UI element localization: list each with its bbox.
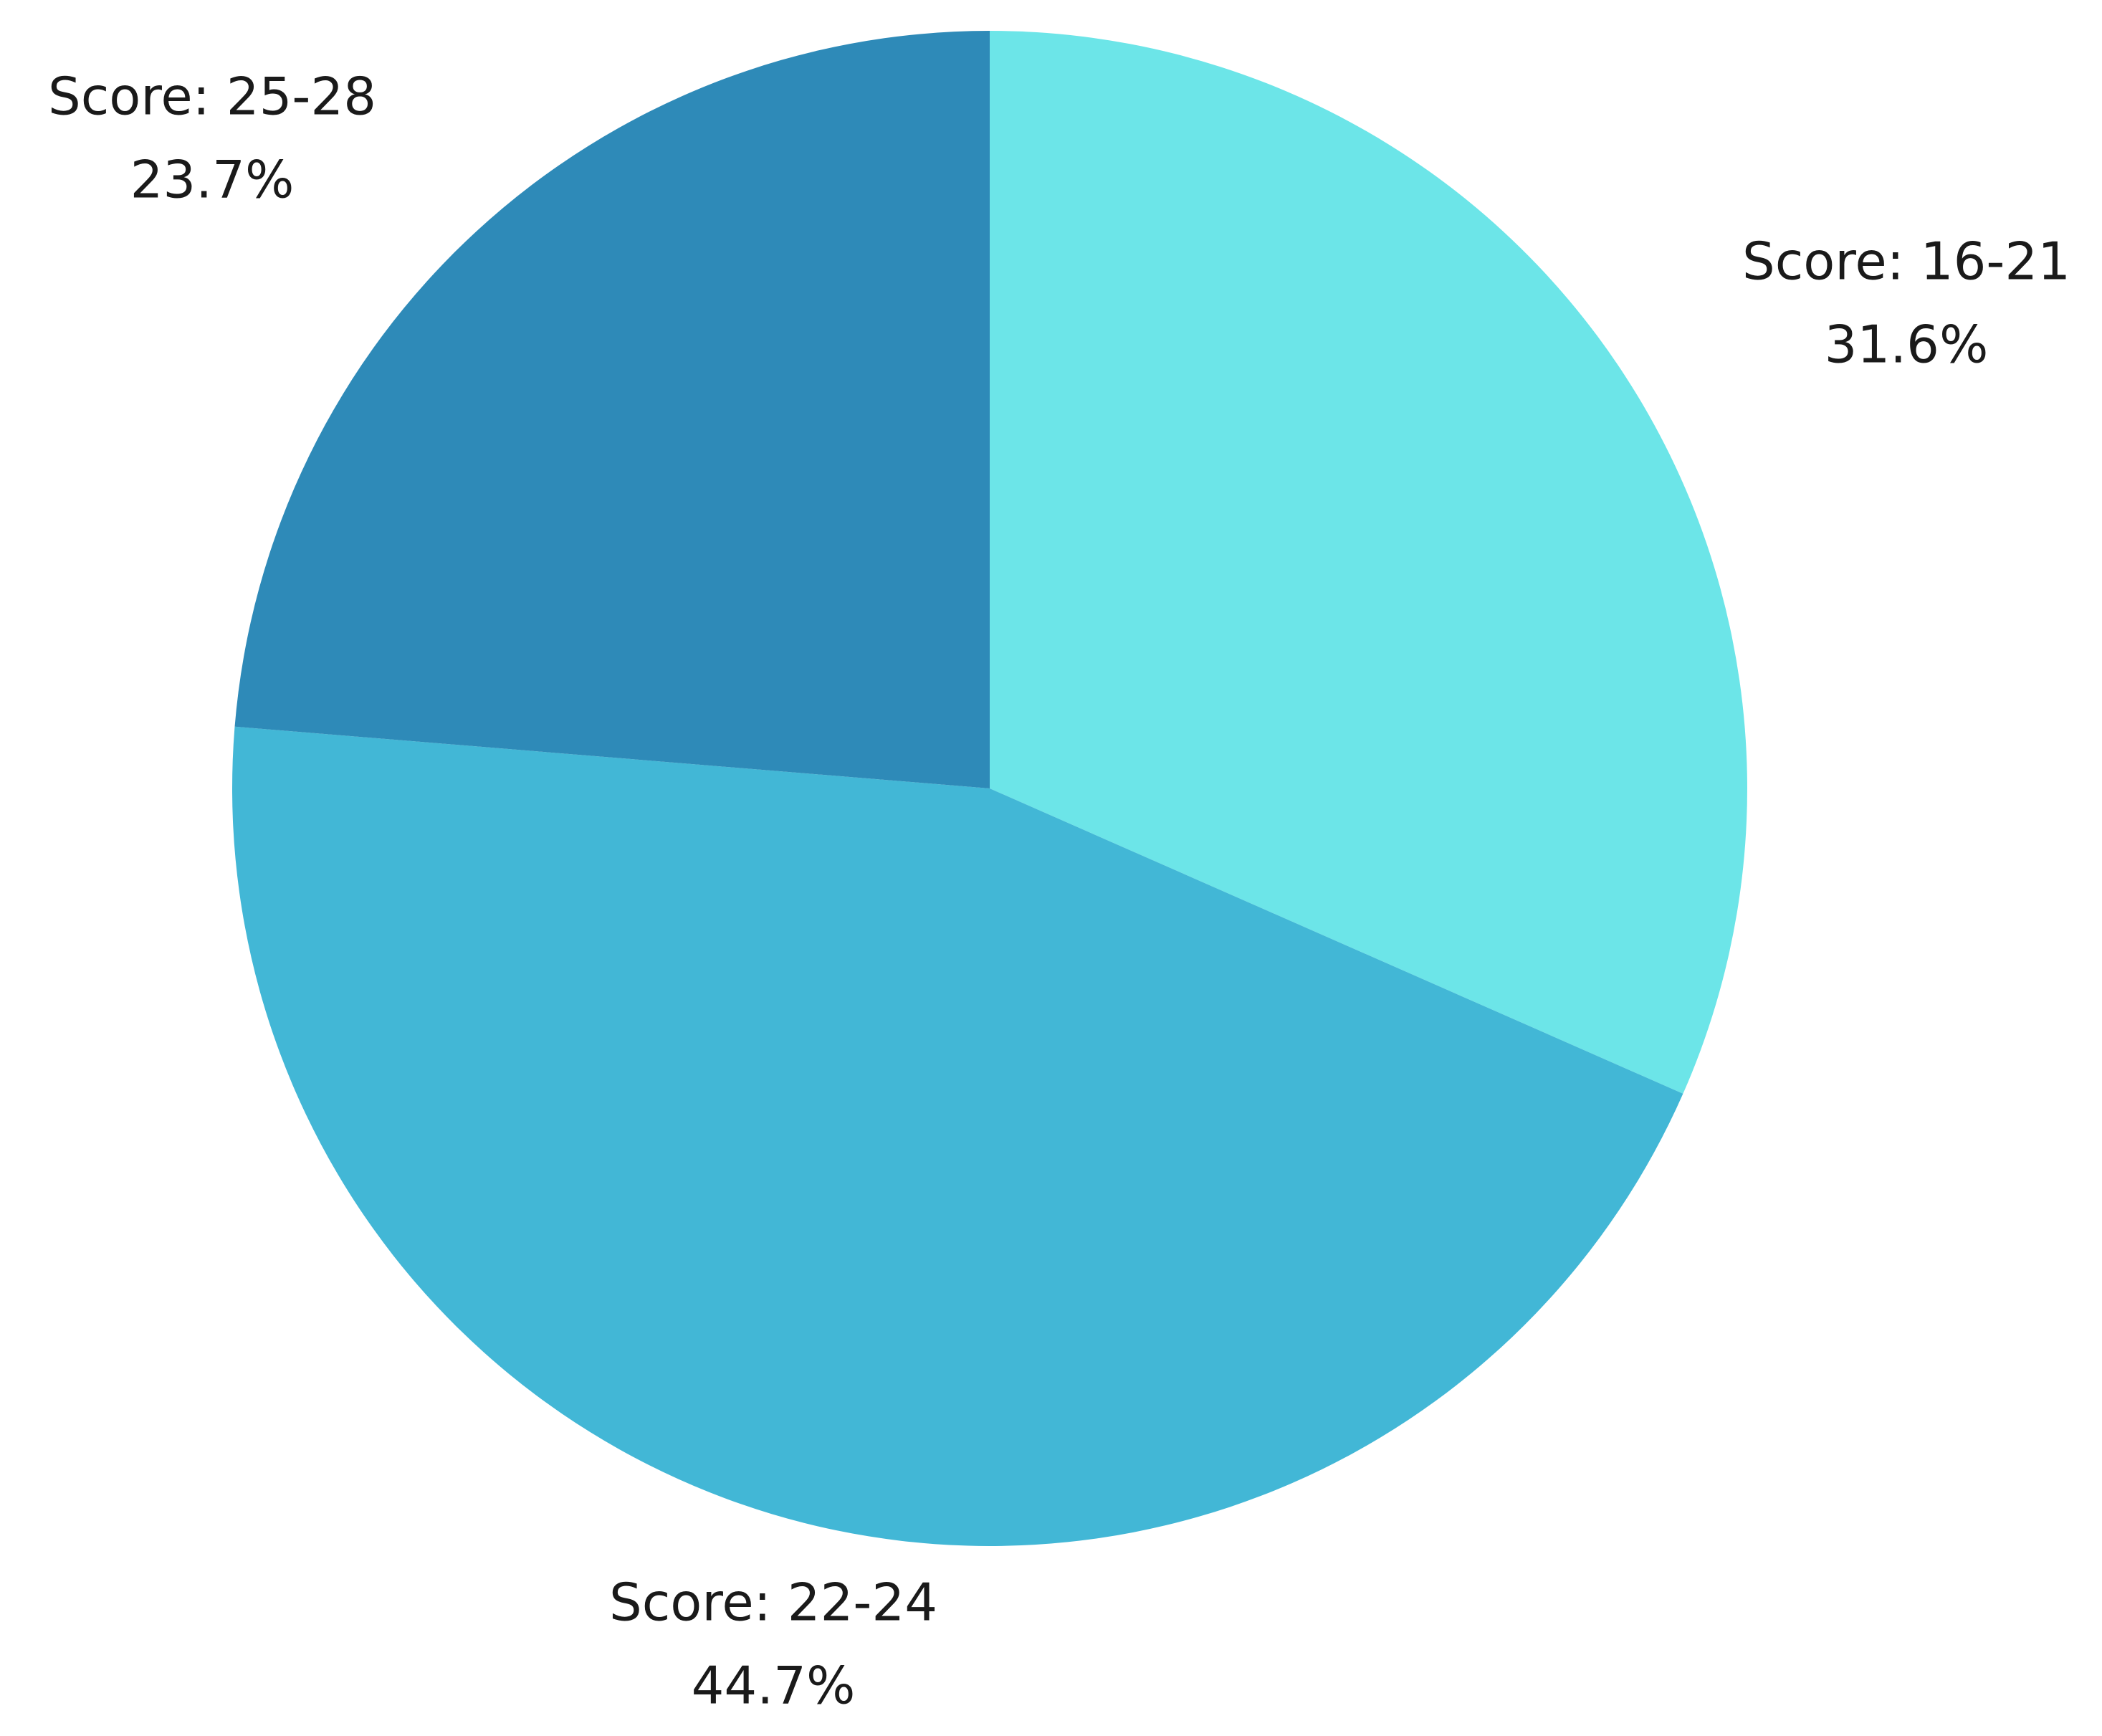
pie-slice	[234, 31, 990, 788]
slice-value-label: 31.6%	[1825, 315, 1989, 375]
slice-value-label: 23.7%	[130, 150, 295, 210]
slice-category-label: Score: 25-28	[48, 67, 376, 127]
slice-category-label: Score: 22-24	[609, 1573, 937, 1633]
slice-value-label: 44.7%	[692, 1656, 856, 1716]
slice-category-label: Score: 16-21	[1742, 232, 2070, 292]
pie-slice	[990, 31, 1747, 1094]
pie-slice	[231, 726, 1683, 1546]
